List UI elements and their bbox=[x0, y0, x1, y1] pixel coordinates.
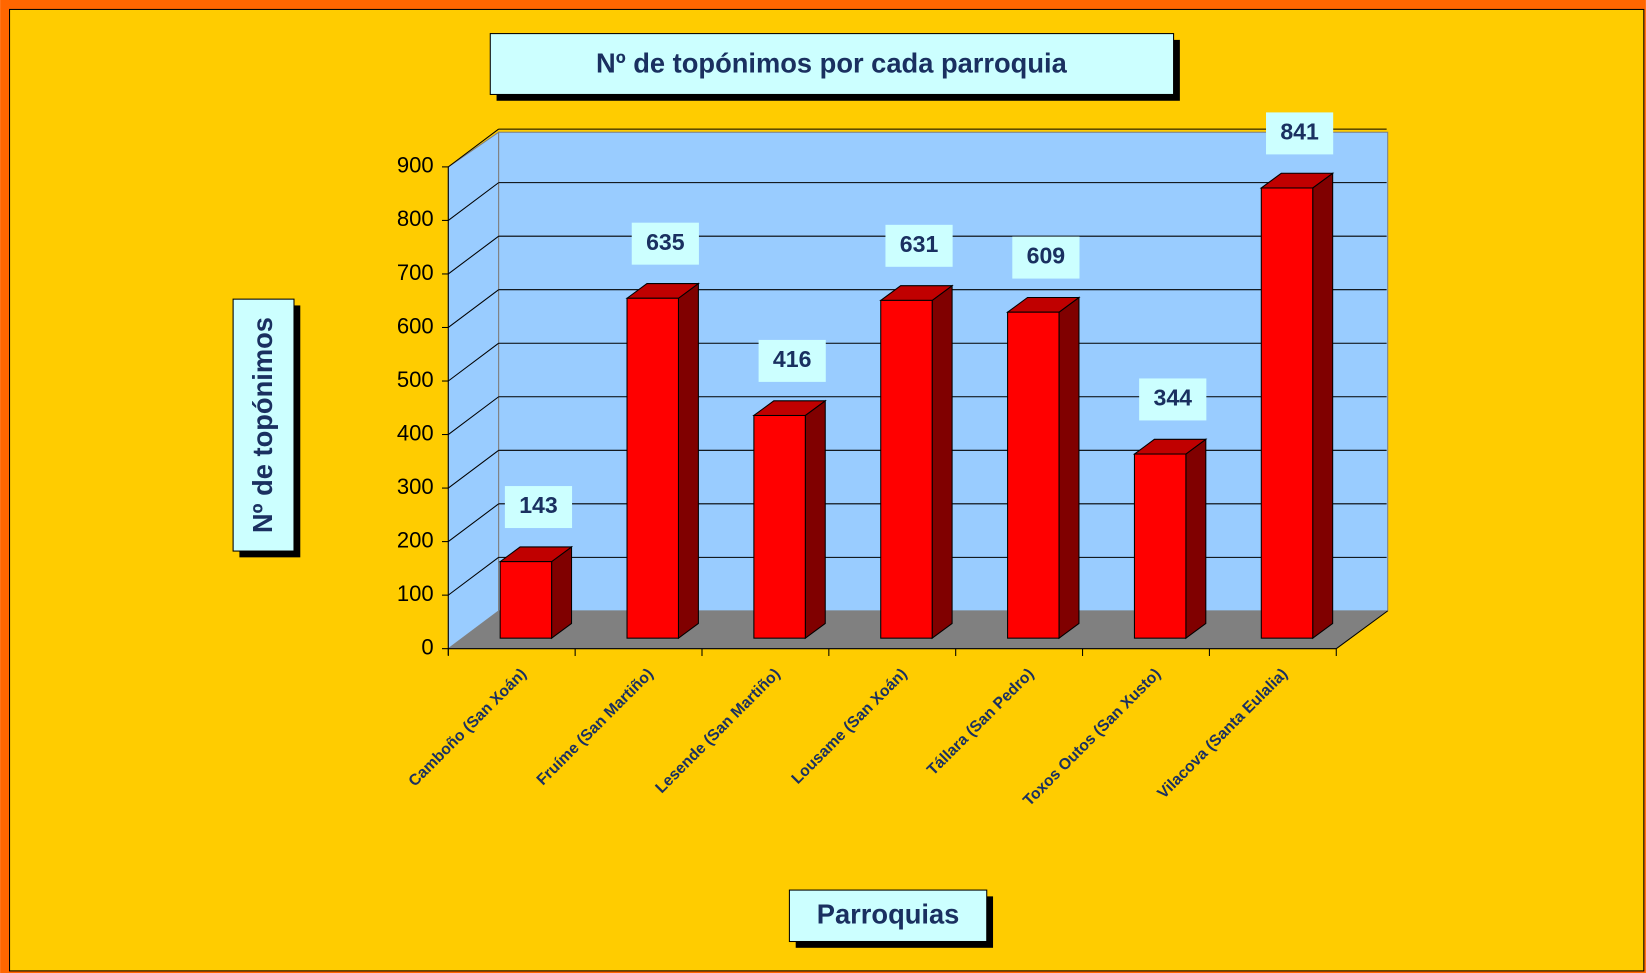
floor-edge bbox=[1335, 610, 1389, 650]
grid-line bbox=[447, 449, 499, 489]
value-label: 344 bbox=[1153, 385, 1192, 411]
grid-line bbox=[447, 128, 499, 168]
bar bbox=[499, 561, 553, 639]
grid-line bbox=[447, 503, 499, 543]
y-tick-label: 800 bbox=[397, 206, 434, 231]
grid-line bbox=[447, 235, 499, 275]
bar bbox=[753, 414, 806, 639]
y-tick-label: 200 bbox=[397, 527, 434, 552]
bar-side bbox=[1312, 172, 1334, 640]
value-label-box bbox=[504, 486, 573, 529]
grid-line bbox=[447, 556, 499, 596]
ylabel-box bbox=[232, 298, 295, 552]
y-tick-label: 600 bbox=[397, 313, 434, 338]
bar bbox=[1260, 187, 1314, 639]
y-axis-title: Nº de topónimos bbox=[247, 317, 278, 533]
value-label-box bbox=[1012, 236, 1080, 279]
y-tick-label: 100 bbox=[397, 581, 434, 606]
value-label: 416 bbox=[773, 346, 812, 372]
grid-line bbox=[447, 182, 499, 221]
bar bbox=[626, 297, 679, 639]
grid-line bbox=[447, 289, 499, 328]
value-label: 841 bbox=[1280, 118, 1319, 144]
y-tick-label: 500 bbox=[397, 367, 434, 392]
value-label: 143 bbox=[519, 492, 558, 518]
bar bbox=[880, 299, 933, 639]
xlabel-box bbox=[788, 889, 988, 943]
value-label-box bbox=[1266, 112, 1334, 155]
bar-side bbox=[804, 399, 826, 640]
y-tick-label: 700 bbox=[397, 260, 434, 285]
title-box bbox=[489, 33, 1175, 95]
y-tick-label: 300 bbox=[397, 474, 434, 499]
value-label-box bbox=[1139, 378, 1207, 421]
value-label-box bbox=[885, 224, 953, 267]
chart-title: Nº de topónimos por cada parroquia bbox=[596, 47, 1068, 78]
value-label: 635 bbox=[646, 229, 685, 255]
bar-side bbox=[677, 282, 699, 640]
bar-side bbox=[1185, 438, 1207, 640]
y-tick-label: 400 bbox=[397, 420, 434, 445]
side-wall bbox=[447, 131, 500, 650]
value-label: 609 bbox=[1027, 243, 1066, 269]
grid-line bbox=[447, 342, 499, 382]
y-tick-label: 900 bbox=[397, 153, 434, 178]
bar-side bbox=[551, 545, 573, 640]
bar-side bbox=[1058, 296, 1080, 640]
bar bbox=[1133, 453, 1187, 639]
value-label: 631 bbox=[900, 231, 939, 257]
x-axis-title: Parroquias bbox=[817, 899, 960, 930]
value-label-box bbox=[631, 222, 699, 265]
bar-side bbox=[931, 284, 953, 640]
value-label-box bbox=[758, 339, 826, 382]
grid-line bbox=[447, 396, 499, 435]
y-tick-label: 0 bbox=[421, 634, 433, 659]
bar bbox=[1007, 311, 1060, 639]
